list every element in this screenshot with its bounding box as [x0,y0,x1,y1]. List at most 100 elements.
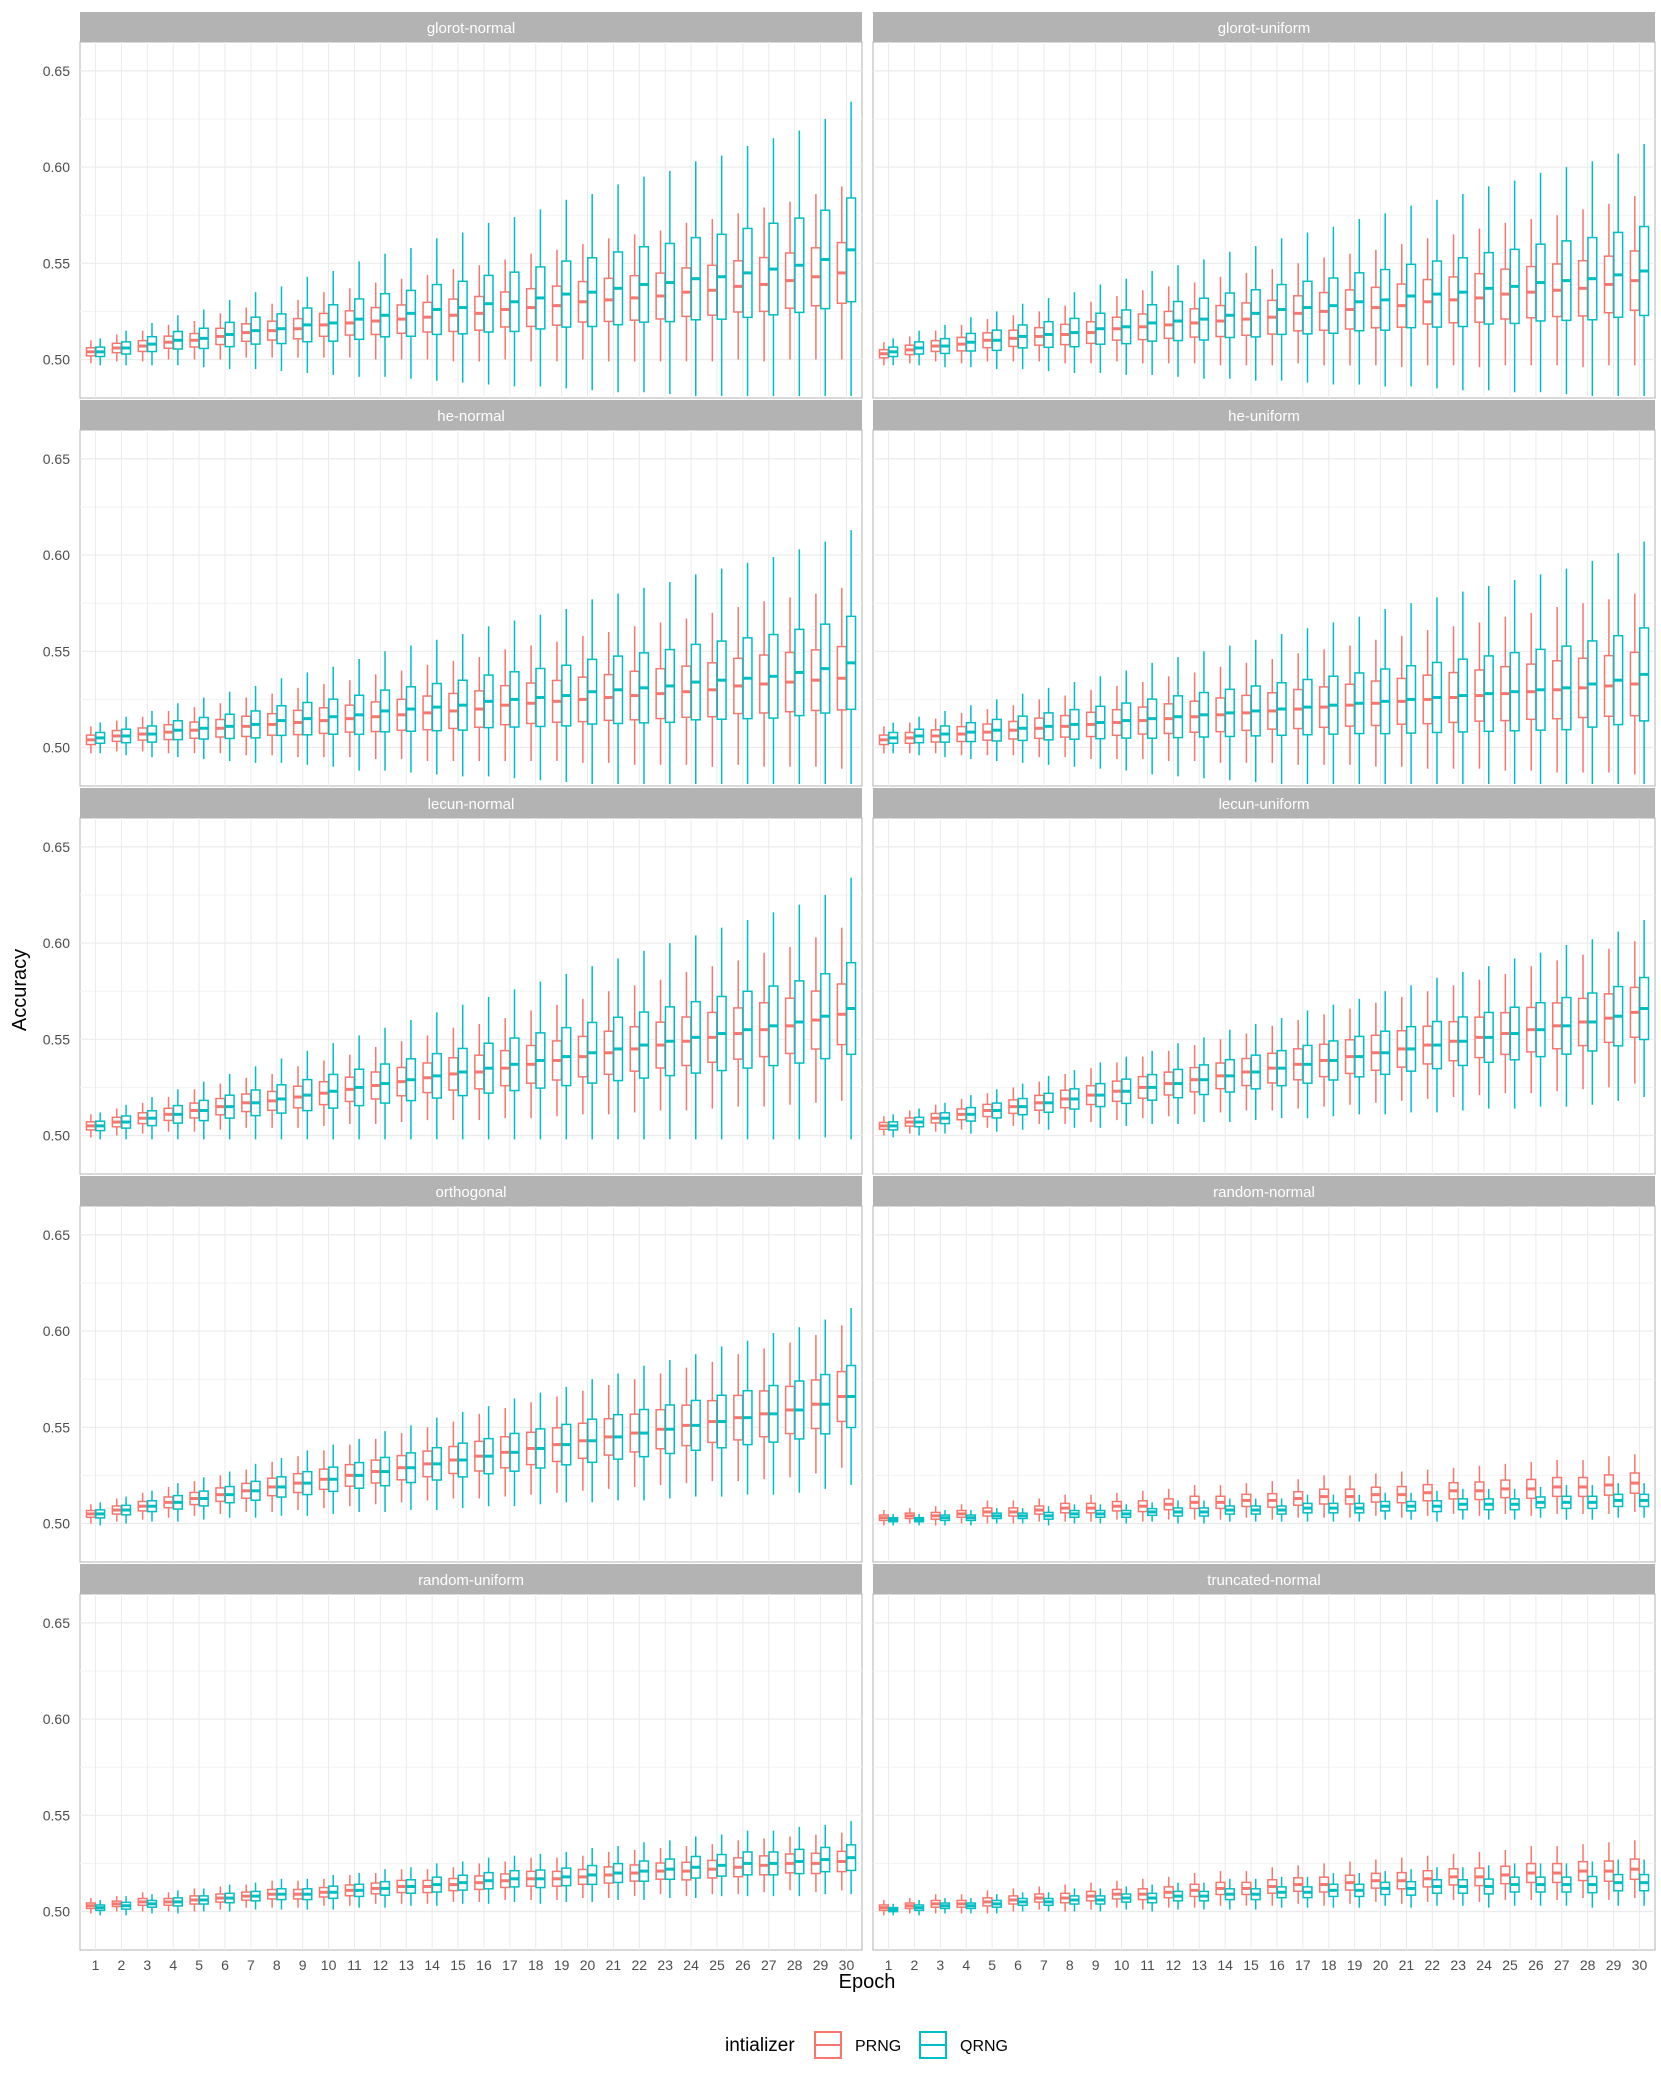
x-tick-label: 14 [424,1957,440,1973]
panel-he-normal: he-normal 0.50 0.55 0.60 0.65 [43,400,863,787]
panel-lecun-uniform: lecun-uniform [872,788,1656,1175]
x-tick-label: 16 [476,1957,492,1973]
x-tick-label: 28 [787,1957,803,1973]
boxplot-QRNG-epoch-15 [1250,639,1261,783]
boxplot-PRNG-epoch-29 [810,593,822,767]
boxplot-QRNG-epoch-18 [535,1392,546,1505]
x-tick-label: 22 [632,1957,648,1973]
x-tick-label: 12 [373,1957,389,1973]
series-QRNG [95,530,857,785]
boxplot-QRNG-epoch-27 [1561,1863,1572,1906]
boxplot-QRNG-epoch-17 [509,1398,520,1507]
boxplot-QRNG-epoch-28 [794,1327,805,1493]
boxplot-QRNG-epoch-21 [1405,1869,1417,1908]
y-tick-label: 0.55 [43,255,70,271]
boxplot-PRNG-epoch-7 [1034,1498,1045,1522]
x-tick-label: 26 [1528,1957,1544,1973]
x-tick-label: 5 [195,1957,203,1973]
boxplot-QRNG-epoch-3 [146,322,158,366]
boxplot-QRNG-epoch-19 [561,1851,572,1902]
boxplot-PRNG-epoch-18 [1318,1014,1330,1107]
panel-strip [80,400,862,430]
y-tick-label: 0.55 [43,643,70,659]
boxplot-QRNG-epoch-11 [1146,662,1158,775]
boxplot-QRNG-epoch-7 [250,685,261,763]
panel-he-uniform: he-uniform [872,400,1656,787]
boxplot-QRNG-epoch-22 [638,176,650,393]
y-tick-label: 0.50 [43,352,70,368]
boxplot-QRNG-epoch-11 [1146,1884,1158,1912]
boxplot-QRNG-epoch-6 [224,1073,235,1140]
boxplot-QRNG-epoch-5 [198,697,209,760]
boxplot-PRNG-epoch-7 [1034,1886,1045,1910]
series-QRNG [95,877,857,1140]
boxplot-PRNG-epoch-19 [551,641,563,761]
legend-title: intializer [725,2035,795,2056]
boxplot-QRNG-epoch-7 [1043,1506,1054,1526]
panel-title: random-uniform [418,1572,524,1589]
boxplot-QRNG-epoch-23 [664,170,676,395]
x-tick-label: 2 [911,1957,919,1973]
boxplot-QRNG-epoch-27 [1561,945,1572,1107]
boxplot-QRNG-epoch-26 [742,1340,753,1495]
boxplot-PRNG-epoch-24 [681,971,692,1111]
boxplot-QRNG-epoch-21 [612,958,624,1140]
boxplot-PRNG-epoch-4 [956,712,967,756]
x-tick-label: 9 [299,1957,307,1973]
boxplot-QRNG-epoch-12 [379,1869,391,1908]
boxplot-QRNG-epoch-14 [1224,1498,1235,1522]
boxplot-QRNG-epoch-11 [353,1873,365,1908]
series-PRNG [85,587,847,769]
boxplot-QRNG-epoch-15 [1250,1498,1261,1522]
legend: intializer PRNG QRNG [725,2031,1008,2059]
boxplot-QRNG-epoch-23 [664,582,676,785]
boxplot-PRNG-epoch-9 [1085,1494,1097,1522]
series-PRNG [878,195,1640,368]
boxplot-QRNG-epoch-24 [1483,1865,1494,1908]
x-tick-label: 3 [936,1957,944,1973]
boxplot-QRNG-epoch-2 [913,1108,925,1136]
boxplot-PRNG-epoch-22 [629,985,640,1113]
boxplot-QRNG-epoch-14 [431,1012,442,1140]
y-tick-label: 0.55 [43,1807,70,1823]
boxplot-QRNG-epoch-15 [1250,1878,1261,1910]
boxplot-QRNG-epoch-10 [1121,670,1132,771]
panel-strip [80,1176,862,1206]
boxplot-QRNG-epoch-30 [845,1307,857,1486]
panel-title: glorot-uniform [1218,20,1311,37]
y-axis-label: Accuracy [9,949,31,1031]
boxplot-PRNG-epoch-16 [474,1413,485,1499]
boxplot-PRNG-epoch-6 [215,1083,226,1130]
boxplot-QRNG-epoch-26 [742,562,753,785]
boxplot-QRNG-epoch-5 [198,1477,209,1520]
boxplot-QRNG-epoch-8 [276,678,287,763]
panel-strip [873,12,1655,42]
boxplot-QRNG-epoch-29 [820,1319,831,1489]
panel-plot-area [872,41,1656,399]
boxplot-QRNG-epoch-20 [1380,1492,1391,1520]
boxplot-PRNG-epoch-5 [189,1888,200,1912]
boxplot-QRNG-epoch-25 [1509,1863,1520,1906]
x-tick-label: 10 [1114,1957,1130,1973]
series-QRNG [95,1821,857,1916]
boxplot-QRNG-epoch-15 [1250,245,1261,381]
boxplot-PRNG-epoch-1 [85,1504,97,1524]
x-tick-label: 11 [347,1957,362,1973]
boxplot-QRNG-epoch-24 [1483,1488,1494,1520]
boxplot-QRNG-epoch-29 [1613,553,1624,785]
y-tick-label: 0.60 [43,547,70,563]
boxplot-PRNG-epoch-25 [707,1844,718,1895]
boxplot-QRNG-epoch-11 [1146,270,1158,375]
panel-title: he-uniform [1228,408,1300,425]
x-tick-label: 13 [1191,1957,1207,1973]
boxplot-PRNG-epoch-27 [758,207,770,362]
boxplot-QRNG-epoch-30 [845,101,857,397]
boxplot-PRNG-epoch-18 [1318,1475,1330,1518]
boxplot-QRNG-epoch-2 [913,716,925,756]
boxplot-QRNG-epoch-22 [1431,597,1443,785]
boxplot-QRNG-epoch-24 [690,935,701,1140]
boxplot-QRNG-epoch-27 [768,557,779,785]
boxplot-QRNG-epoch-3 [939,324,951,368]
boxplot-QRNG-epoch-29 [820,541,831,785]
